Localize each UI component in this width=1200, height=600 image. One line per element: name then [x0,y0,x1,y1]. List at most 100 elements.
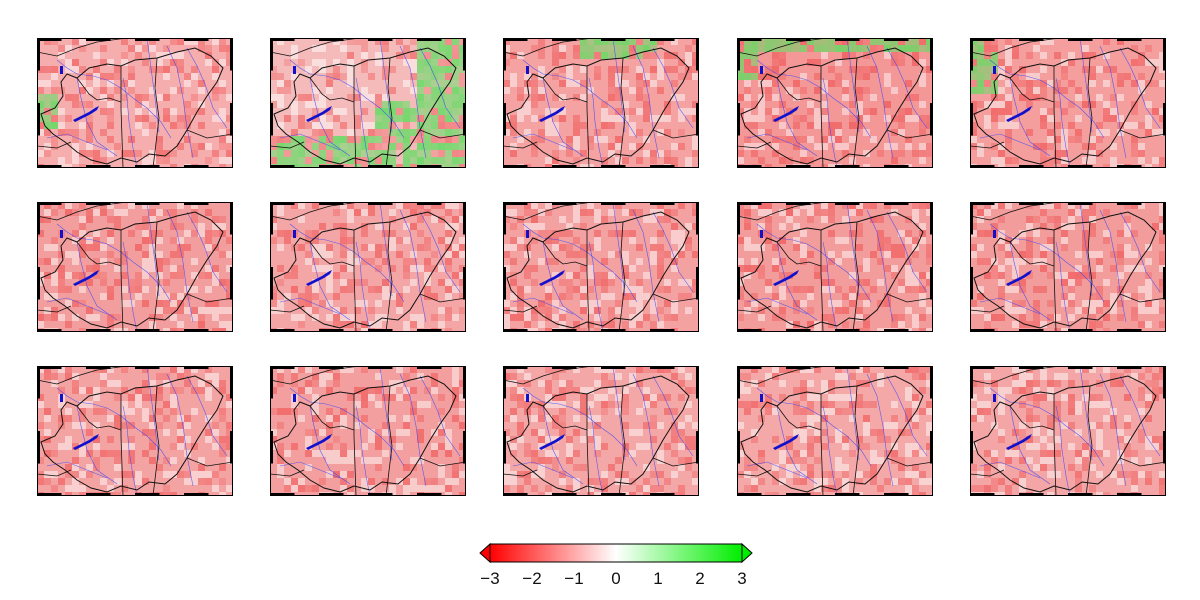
rivers [46,366,228,496]
colorbar-tick-label: −2 [522,569,541,588]
lake-balaton [73,434,99,450]
colorbar-tick-label: −3 [480,569,499,588]
colorbar-tick-label: 3 [737,569,746,588]
lake-neusiedl [60,66,63,74]
frame-ticks [970,202,1166,332]
map-panel-r2-c1 [37,202,233,332]
lake-neusiedl [526,394,529,402]
map-panel-r2-c2 [270,202,466,332]
frame-ticks [737,366,933,496]
rivers [279,366,461,496]
map-svg [503,366,699,496]
lake-neusiedl [526,230,529,238]
map-svg [737,38,933,168]
frame-ticks [503,202,699,332]
rivers [746,366,928,496]
anomaly-cells [737,202,933,332]
lake-neusiedl [60,394,63,402]
borders [37,202,233,332]
map-panel-r1-c2 [270,38,466,168]
lake-balaton [306,106,332,122]
lake-balaton [773,270,799,286]
map-svg [737,366,933,496]
anomaly-cells [970,38,1166,168]
colorbar-arrow-left [479,542,491,564]
map-svg [37,366,233,496]
lake-balaton [539,434,565,450]
anomaly-cells [270,38,466,168]
map-panel-r2-c5 [970,202,1166,332]
rivers [979,202,1161,332]
frame-ticks [970,38,1166,168]
borders [737,38,933,168]
frame-ticks [970,366,1166,496]
anomaly-cells [37,38,233,168]
lake-balaton [73,106,99,122]
anomaly-cells [37,202,233,332]
anomaly-cells [503,366,699,496]
rivers [279,38,461,168]
map-svg [737,202,933,332]
lake-balaton [73,270,99,286]
borders [737,366,933,496]
frame-ticks [37,202,233,332]
map-panel-r1-c3 [503,38,699,168]
colorbar-tick-label: 2 [695,569,704,588]
map-panel-r1-c1 [37,38,233,168]
anomaly-cells [737,366,933,496]
anomaly-cells [503,202,699,332]
rivers [46,38,228,168]
rivers [512,202,694,332]
lake-neusiedl [760,394,763,402]
frame-ticks [737,38,933,168]
map-svg [503,202,699,332]
lake-balaton [306,270,332,286]
map-svg [37,202,233,332]
lake-balaton [539,106,565,122]
lake-balaton [1006,270,1032,286]
map-svg [270,366,466,496]
map-svg [970,38,1166,168]
lake-neusiedl [293,230,296,238]
rivers [279,202,461,332]
colorbar: −3 −2 −1 0 1 2 3 [478,540,754,590]
colorbar-tick-label: 1 [653,569,662,588]
anomaly-cells [503,38,699,168]
anomaly-cells [37,366,233,496]
colorbar-svg: −3 −2 −1 0 1 2 3 [479,542,753,588]
colorbar-gradient [489,543,743,563]
map-svg [270,38,466,168]
lake-balaton [539,270,565,286]
frame-ticks [270,202,466,332]
lake-neusiedl [760,66,763,74]
rivers [979,366,1161,496]
map-panel-r2-c4 [737,202,933,332]
frame-ticks [37,38,233,168]
map-panel-r3-c1 [37,366,233,496]
colorbar-arrow-right [741,542,753,564]
lake-neusiedl [526,66,529,74]
lake-neusiedl [993,66,996,74]
lake-balaton [1006,106,1032,122]
map-panel-r3-c3 [503,366,699,496]
frame-ticks [270,38,466,168]
lake-neusiedl [993,230,996,238]
lake-balaton [306,434,332,450]
frame-ticks [503,38,699,168]
colorbar-tick-label: 0 [611,569,620,588]
borders [37,366,233,496]
map-panel-r1-c4 [737,38,933,168]
borders [37,38,233,168]
lake-neusiedl [293,66,296,74]
anomaly-cells [970,202,1166,332]
frame-ticks [737,202,933,332]
map-panel-r3-c5 [970,366,1166,496]
map-svg [37,38,233,168]
frame-ticks [503,366,699,496]
lake-balaton [1006,434,1032,450]
borders [970,366,1166,496]
map-svg [970,202,1166,332]
anomaly-cells [270,366,466,496]
frame-ticks [270,366,466,496]
lake-balaton [773,106,799,122]
